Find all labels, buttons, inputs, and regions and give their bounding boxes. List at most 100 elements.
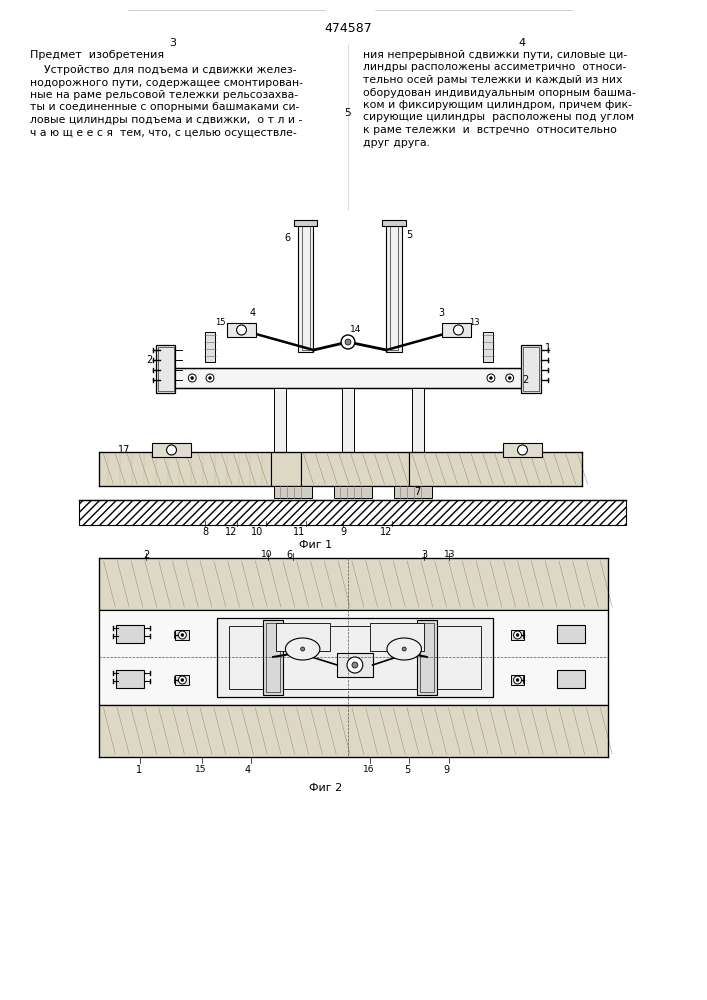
Text: Предмет  изобретения: Предмет изобретения: [30, 50, 164, 60]
Bar: [387, 222, 402, 352]
Text: нодорожного пути, содержащее смонтирован-: нодорожного пути, содержащее смонтирован…: [30, 78, 303, 88]
Circle shape: [237, 325, 247, 335]
Bar: [510, 630, 525, 640]
Circle shape: [352, 662, 358, 668]
Text: 6: 6: [284, 233, 290, 243]
Bar: [79, 500, 626, 525]
Bar: [98, 558, 608, 610]
Text: 3: 3: [169, 38, 176, 48]
Text: сирующие цилиндры  расположены под углом: сирующие цилиндры расположены под углом: [363, 112, 634, 122]
Text: 2: 2: [146, 355, 152, 365]
Circle shape: [518, 445, 527, 455]
Bar: [274, 486, 312, 498]
Text: друг друга.: друг друга.: [363, 137, 430, 147]
Bar: [217, 618, 493, 697]
Text: Фиг 1: Фиг 1: [299, 540, 332, 550]
Bar: [276, 623, 330, 651]
Text: 3: 3: [438, 308, 445, 318]
Text: 1: 1: [545, 343, 551, 353]
Circle shape: [516, 634, 519, 637]
Bar: [158, 347, 173, 391]
Circle shape: [402, 647, 406, 651]
Ellipse shape: [286, 638, 320, 660]
Circle shape: [300, 647, 305, 651]
Circle shape: [209, 376, 211, 379]
Text: 10: 10: [251, 527, 264, 537]
Bar: [117, 670, 144, 688]
Text: 14: 14: [350, 325, 361, 334]
Circle shape: [506, 374, 513, 382]
Text: 12: 12: [380, 527, 392, 537]
Text: 1: 1: [136, 765, 142, 775]
Ellipse shape: [387, 638, 421, 660]
Text: 9: 9: [340, 527, 346, 537]
Bar: [390, 224, 398, 350]
Bar: [302, 224, 310, 350]
Text: 13: 13: [469, 318, 480, 327]
Bar: [334, 486, 372, 498]
Bar: [205, 332, 215, 362]
Text: ния непрерывной сдвижки пути, силовые ци-: ния непрерывной сдвижки пути, силовые ци…: [363, 50, 627, 60]
Bar: [442, 323, 472, 337]
Bar: [298, 222, 313, 352]
Bar: [483, 332, 493, 362]
Text: оборудован индивидуальным опорным башма-: оборудован индивидуальным опорным башма-: [363, 88, 636, 98]
Circle shape: [487, 374, 495, 382]
Circle shape: [206, 374, 214, 382]
Bar: [409, 452, 582, 486]
Bar: [175, 675, 189, 685]
Circle shape: [181, 678, 184, 682]
Circle shape: [188, 374, 196, 382]
Text: 2: 2: [143, 550, 149, 560]
Text: тельно осей рамы тележки и каждый из них: тельно осей рамы тележки и каждый из них: [363, 75, 622, 85]
Bar: [170, 368, 533, 388]
Bar: [274, 388, 286, 468]
Text: 9: 9: [443, 765, 450, 775]
Text: 6: 6: [286, 550, 292, 560]
Circle shape: [513, 631, 522, 639]
Text: Устройство для подъема и сдвижки желез-: Устройство для подъема и сдвижки желез-: [30, 65, 296, 75]
Bar: [503, 443, 542, 457]
Text: линдры расположены ассиметрично  относи-: линдры расположены ассиметрично относи-: [363, 62, 626, 73]
Bar: [557, 625, 585, 643]
Bar: [395, 486, 432, 498]
Text: 16: 16: [363, 765, 374, 774]
Bar: [98, 705, 608, 757]
Text: 474587: 474587: [324, 22, 372, 35]
Text: 3: 3: [421, 550, 427, 560]
Bar: [117, 625, 144, 643]
Circle shape: [489, 376, 492, 379]
Text: ком и фиксирующим цилиндром, причем фик-: ком и фиксирующим цилиндром, причем фик-: [363, 100, 632, 110]
Bar: [370, 623, 424, 651]
Bar: [417, 620, 437, 695]
Text: 15: 15: [195, 765, 206, 774]
Bar: [510, 675, 525, 685]
Text: 11: 11: [293, 527, 305, 537]
Bar: [412, 388, 424, 468]
Bar: [170, 368, 533, 388]
Text: 8: 8: [202, 527, 208, 537]
Bar: [337, 653, 373, 677]
Bar: [98, 452, 271, 486]
Bar: [152, 443, 192, 457]
Bar: [98, 610, 608, 705]
Bar: [294, 220, 317, 226]
Circle shape: [178, 631, 187, 639]
Bar: [271, 452, 300, 486]
Bar: [266, 623, 280, 692]
Text: 10: 10: [262, 550, 273, 559]
Text: ные на раме рельсовой тележки рельсозахва-: ные на раме рельсовой тележки рельсозахв…: [30, 90, 298, 100]
Text: 12: 12: [225, 527, 237, 537]
Circle shape: [345, 339, 351, 345]
Text: 4: 4: [245, 765, 250, 775]
Bar: [382, 220, 406, 226]
Text: 13: 13: [443, 550, 455, 559]
Circle shape: [347, 657, 363, 673]
Circle shape: [191, 376, 194, 379]
Text: 4: 4: [250, 308, 255, 318]
Circle shape: [508, 376, 511, 379]
Circle shape: [178, 676, 187, 684]
Text: ч а ю щ е е с я  тем, что, с целью осуществле-: ч а ю щ е е с я тем, что, с целью осущес…: [30, 127, 296, 137]
Bar: [300, 452, 409, 486]
Bar: [342, 388, 354, 478]
